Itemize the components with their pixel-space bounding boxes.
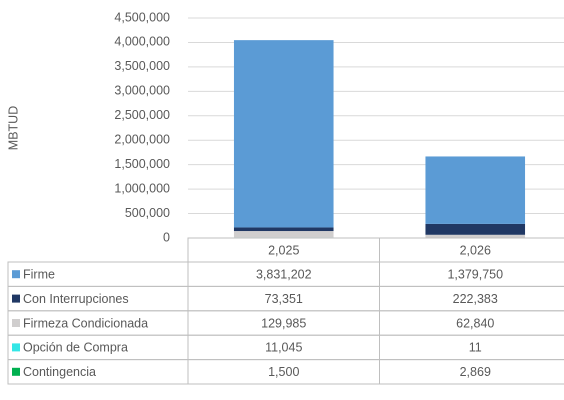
legend-key	[12, 367, 20, 376]
bar-segment	[425, 234, 526, 238]
y-axis-label: MBTUD	[6, 106, 20, 150]
bar-segment	[233, 40, 334, 228]
value-label: 11,045	[265, 341, 302, 355]
category-label: 2,026	[460, 243, 491, 257]
y-tick-label: 1,500,000	[114, 157, 170, 171]
bar-segment	[425, 156, 526, 224]
legend-label: Con Interrupciones	[23, 292, 129, 306]
table-cell	[379, 359, 564, 385]
value-label: 73,351	[265, 292, 303, 306]
value-label: 2,869	[460, 365, 491, 379]
bar-segment	[233, 227, 334, 232]
y-tick-label: 3,500,000	[114, 59, 170, 73]
bar-segment	[233, 231, 334, 238]
category-label: 2,025	[268, 243, 299, 257]
y-tick-label: 4,500,000	[114, 10, 170, 24]
value-label: 62,840	[456, 316, 494, 330]
value-label: 129,985	[261, 316, 306, 330]
legend-label: Firmeza Condicionada	[23, 316, 148, 330]
value-label: 1,500	[268, 365, 299, 379]
legend-key	[12, 343, 20, 352]
y-tick-label: 2,000,000	[114, 133, 170, 147]
legend-key	[12, 294, 20, 303]
y-tick-label: 1,000,000	[114, 181, 170, 195]
y-tick-label: 500,000	[125, 206, 170, 220]
legend-key	[12, 319, 20, 327]
legend-label: Contingencia	[23, 365, 96, 379]
value-label: 222,383	[453, 292, 498, 306]
value-label: 11	[469, 341, 482, 355]
y-tick-label: 0	[163, 230, 170, 244]
y-tick-label: 2,500,000	[114, 108, 170, 122]
y-tick-label: 4,000,000	[114, 35, 170, 49]
value-label: 3,831,202	[256, 267, 312, 281]
value-label: 1,379,750	[447, 267, 503, 281]
legend-label: Opción de Compra	[23, 341, 128, 355]
bar-segment	[425, 223, 526, 235]
y-tick-label: 3,000,000	[114, 84, 170, 98]
legend-key	[12, 270, 20, 279]
legend-label: Firme	[23, 267, 55, 281]
